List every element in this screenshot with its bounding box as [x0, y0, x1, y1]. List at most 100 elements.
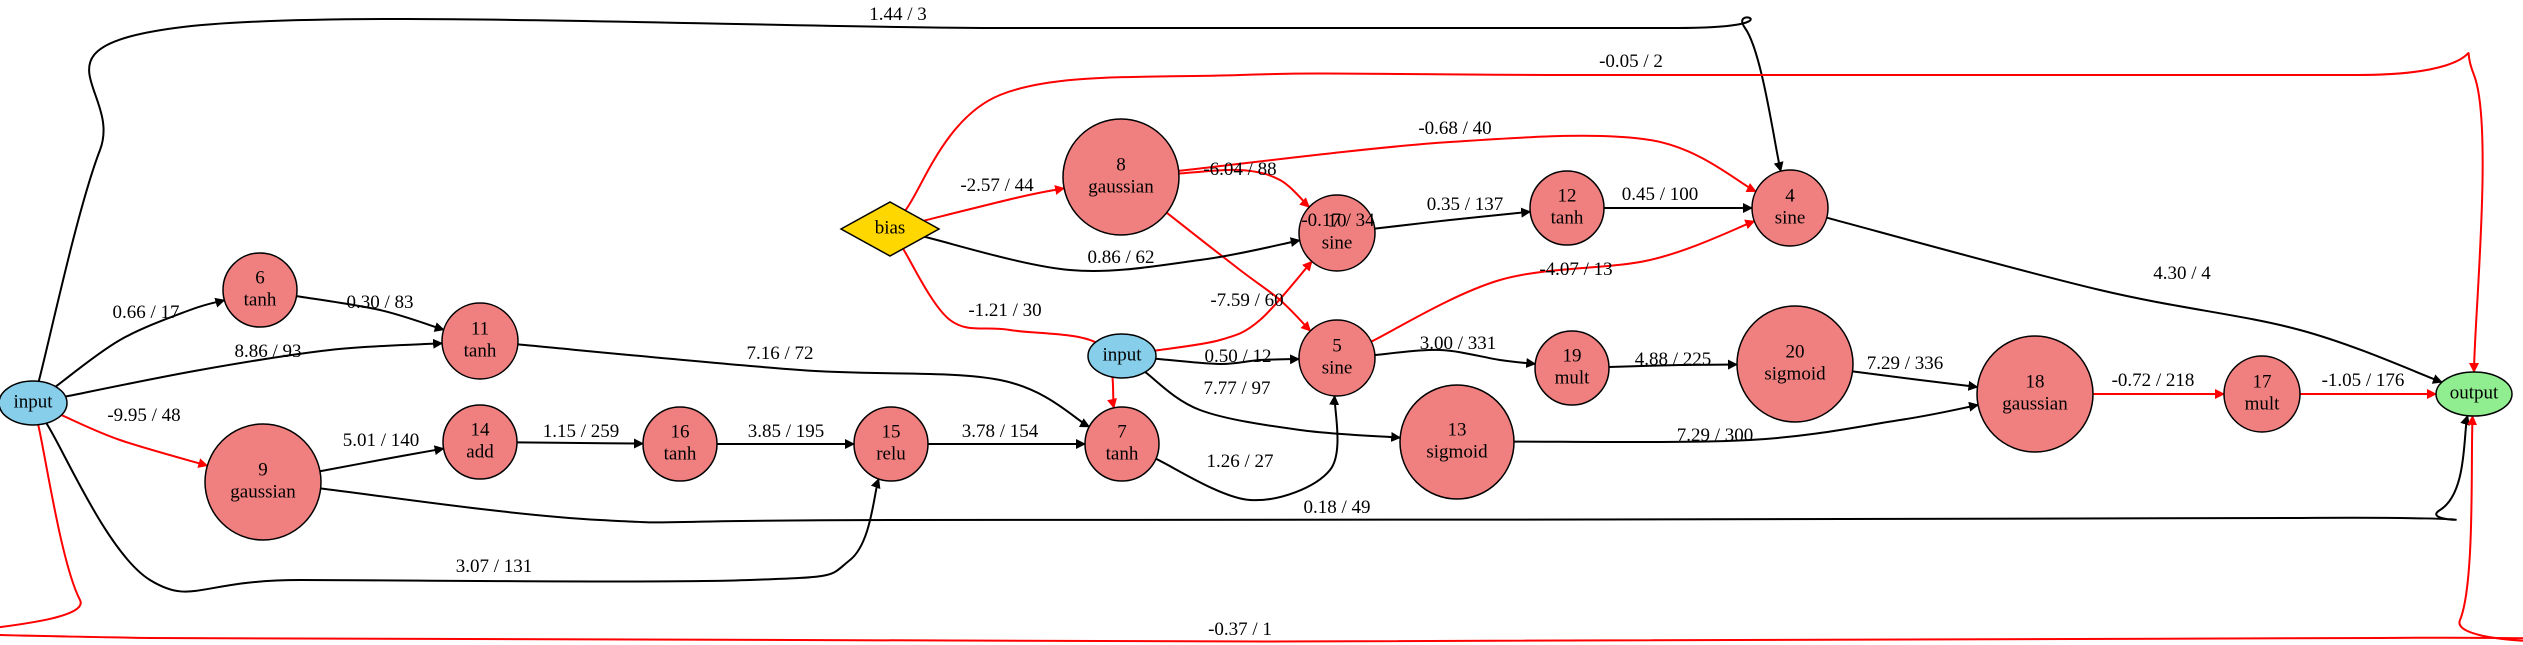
edges-layer: [0, 16, 2523, 643]
node-label-n14: add: [466, 441, 494, 462]
edge-label-in_left-to-n11: 8.86 / 93: [234, 341, 301, 362]
edge-label-n8-to-n5: -0.17 / 34: [1301, 210, 1375, 231]
node-id-n19: 19: [1563, 345, 1582, 366]
edge-label-in_left-to-n4: 1.44 / 3: [869, 4, 927, 25]
edge-label-n19-to-n20: 4.88 / 225: [1635, 349, 1712, 370]
node-shape-in_mid: [1087, 333, 1157, 379]
edge-in_left-to-n9: [61, 414, 209, 468]
edge-label-n14-to-n16: 1.15 / 259: [543, 421, 620, 442]
node-label-in_left: input: [13, 391, 53, 412]
node-label-n6: tanh: [244, 289, 277, 310]
edge-n8-to-n10: [1178, 168, 1310, 208]
node-label-n20: sigmoid: [1764, 363, 1826, 384]
edge-n20-to-n18: [1852, 370, 1979, 391]
node-shape-n12: [1529, 170, 1605, 246]
edge-label-in_left-to-n9: -9.95 / 48: [107, 405, 180, 426]
node-label-n15: relu: [876, 443, 906, 464]
node-id-n6: 6: [255, 267, 265, 288]
node-label-n5: sine: [1322, 357, 1353, 378]
node-shape-n7: [1084, 406, 1160, 482]
edge-in_left-to-n11: [65, 338, 444, 398]
node-shape-n6: [222, 252, 298, 328]
node-id-n15: 15: [882, 421, 901, 442]
edge-in_mid-to-n10: [1154, 260, 1313, 352]
node-shape-n15: [853, 406, 929, 482]
edge-label-in_mid-to-n10: -7.59 / 60: [1210, 290, 1283, 311]
node-label-n13: sigmoid: [1426, 441, 1488, 462]
node-in_left: input: [0, 380, 68, 426]
node-id-n13: 13: [1448, 419, 1467, 440]
edge-label-bias-to-n10: 0.86 / 62: [1087, 247, 1154, 268]
node-id-n4: 4: [1785, 185, 1795, 206]
node-id-n8: 8: [1116, 154, 1126, 175]
node-shape-n9: [204, 423, 322, 541]
edge-label-n16-to-n15: 3.85 / 195: [748, 421, 825, 442]
edge-label-bias-to-n7: -1.21 / 30: [968, 300, 1041, 321]
node-id-n17: 17: [2253, 371, 2272, 392]
edge-bias-to-n7: [902, 248, 1117, 409]
node-shape-n8: [1062, 118, 1180, 236]
edge-label-n8-to-n4: -0.68 / 40: [1418, 118, 1491, 139]
edge-in_mid-to-n13: [1144, 371, 1402, 442]
edge-label-n8-to-n10: -6.04 / 88: [1203, 159, 1276, 180]
edge-in_left-to-n15: [45, 422, 881, 593]
node-bias: bias: [839, 201, 941, 257]
edge-bias-to-out: [904, 52, 2484, 373]
edge-label-n5-to-n4: -4.07 / 13: [1539, 259, 1612, 280]
edge-label-n13-to-n18: 7.29 / 300: [1677, 425, 1754, 446]
edge-n14-to-n16: [516, 438, 645, 449]
edge-label-in_left-to-n15: 3.07 / 131: [456, 556, 533, 577]
edge-n10-to-n12: [1374, 207, 1532, 230]
node-label-n11: tanh: [464, 340, 497, 361]
nodes-layer: inputinputbiasoutput4sine5sine6tanh7tanh…: [0, 118, 2513, 541]
edge-in_left-to-out: [0, 414, 2523, 643]
edge-n5-to-n19: [1374, 348, 1537, 368]
node-id-n10: 10: [1328, 210, 1347, 231]
node-shape-out: [2435, 371, 2513, 417]
edge-label-in_mid-to-n13: 7.77 / 97: [1203, 378, 1270, 399]
node-shape-n10: [1298, 194, 1376, 272]
node-label-n18: gaussian: [2002, 393, 2068, 414]
node-label-n4: sine: [1775, 207, 1806, 228]
edge-n11-to-n7: [517, 343, 1091, 428]
edge-n4-to-out: [1826, 216, 2443, 384]
edge-label-bias-to-out: -0.05 / 2: [1599, 51, 1663, 72]
edge-labels-layer: 1.44 / 3 -0.05 / 2 -0.68 / 40 -2.57 / 44 -6.…: [107, 4, 2404, 640]
edge-n9-to-out: [320, 414, 2470, 524]
edge-n19-to-n20: [1608, 359, 1738, 370]
edge-label-in_mid-to-n5: 0.50 / 12: [1204, 346, 1271, 367]
edge-label-n11-to-n7: 7.16 / 72: [746, 343, 813, 364]
node-out: output: [2435, 371, 2513, 417]
edge-label-n5-to-n19: 3.00 / 331: [1420, 333, 1497, 354]
edge-in_left-to-n6: [55, 297, 226, 388]
node-shape-n17: [2223, 355, 2301, 433]
node-label-n10: sine: [1322, 232, 1353, 253]
node-shape-n13: [1399, 384, 1515, 500]
node-id-n11: 11: [471, 318, 489, 339]
node-id-n18: 18: [2026, 371, 2045, 392]
edge-n7-to-n5: [1155, 394, 1340, 502]
node-label-n8: gaussian: [1088, 176, 1154, 197]
edge-label-in_left-to-out: -0.37 / 1: [1208, 619, 1272, 640]
edge-label-n18-to-n17: -0.72 / 218: [2112, 370, 2195, 391]
edge-label-n9-to-n14: 5.01 / 140: [343, 430, 420, 451]
edge-n5-to-n4: [1370, 219, 1756, 343]
node-label-n9: gaussian: [230, 481, 296, 502]
edge-label-n10-to-n12: 0.35 / 137: [1427, 194, 1504, 215]
edge-n6-to-n11: [296, 295, 445, 332]
node-id-n20: 20: [1786, 341, 1805, 362]
edge-n8-to-n4: [1178, 134, 1757, 193]
node-label-n19: mult: [1555, 367, 1591, 388]
